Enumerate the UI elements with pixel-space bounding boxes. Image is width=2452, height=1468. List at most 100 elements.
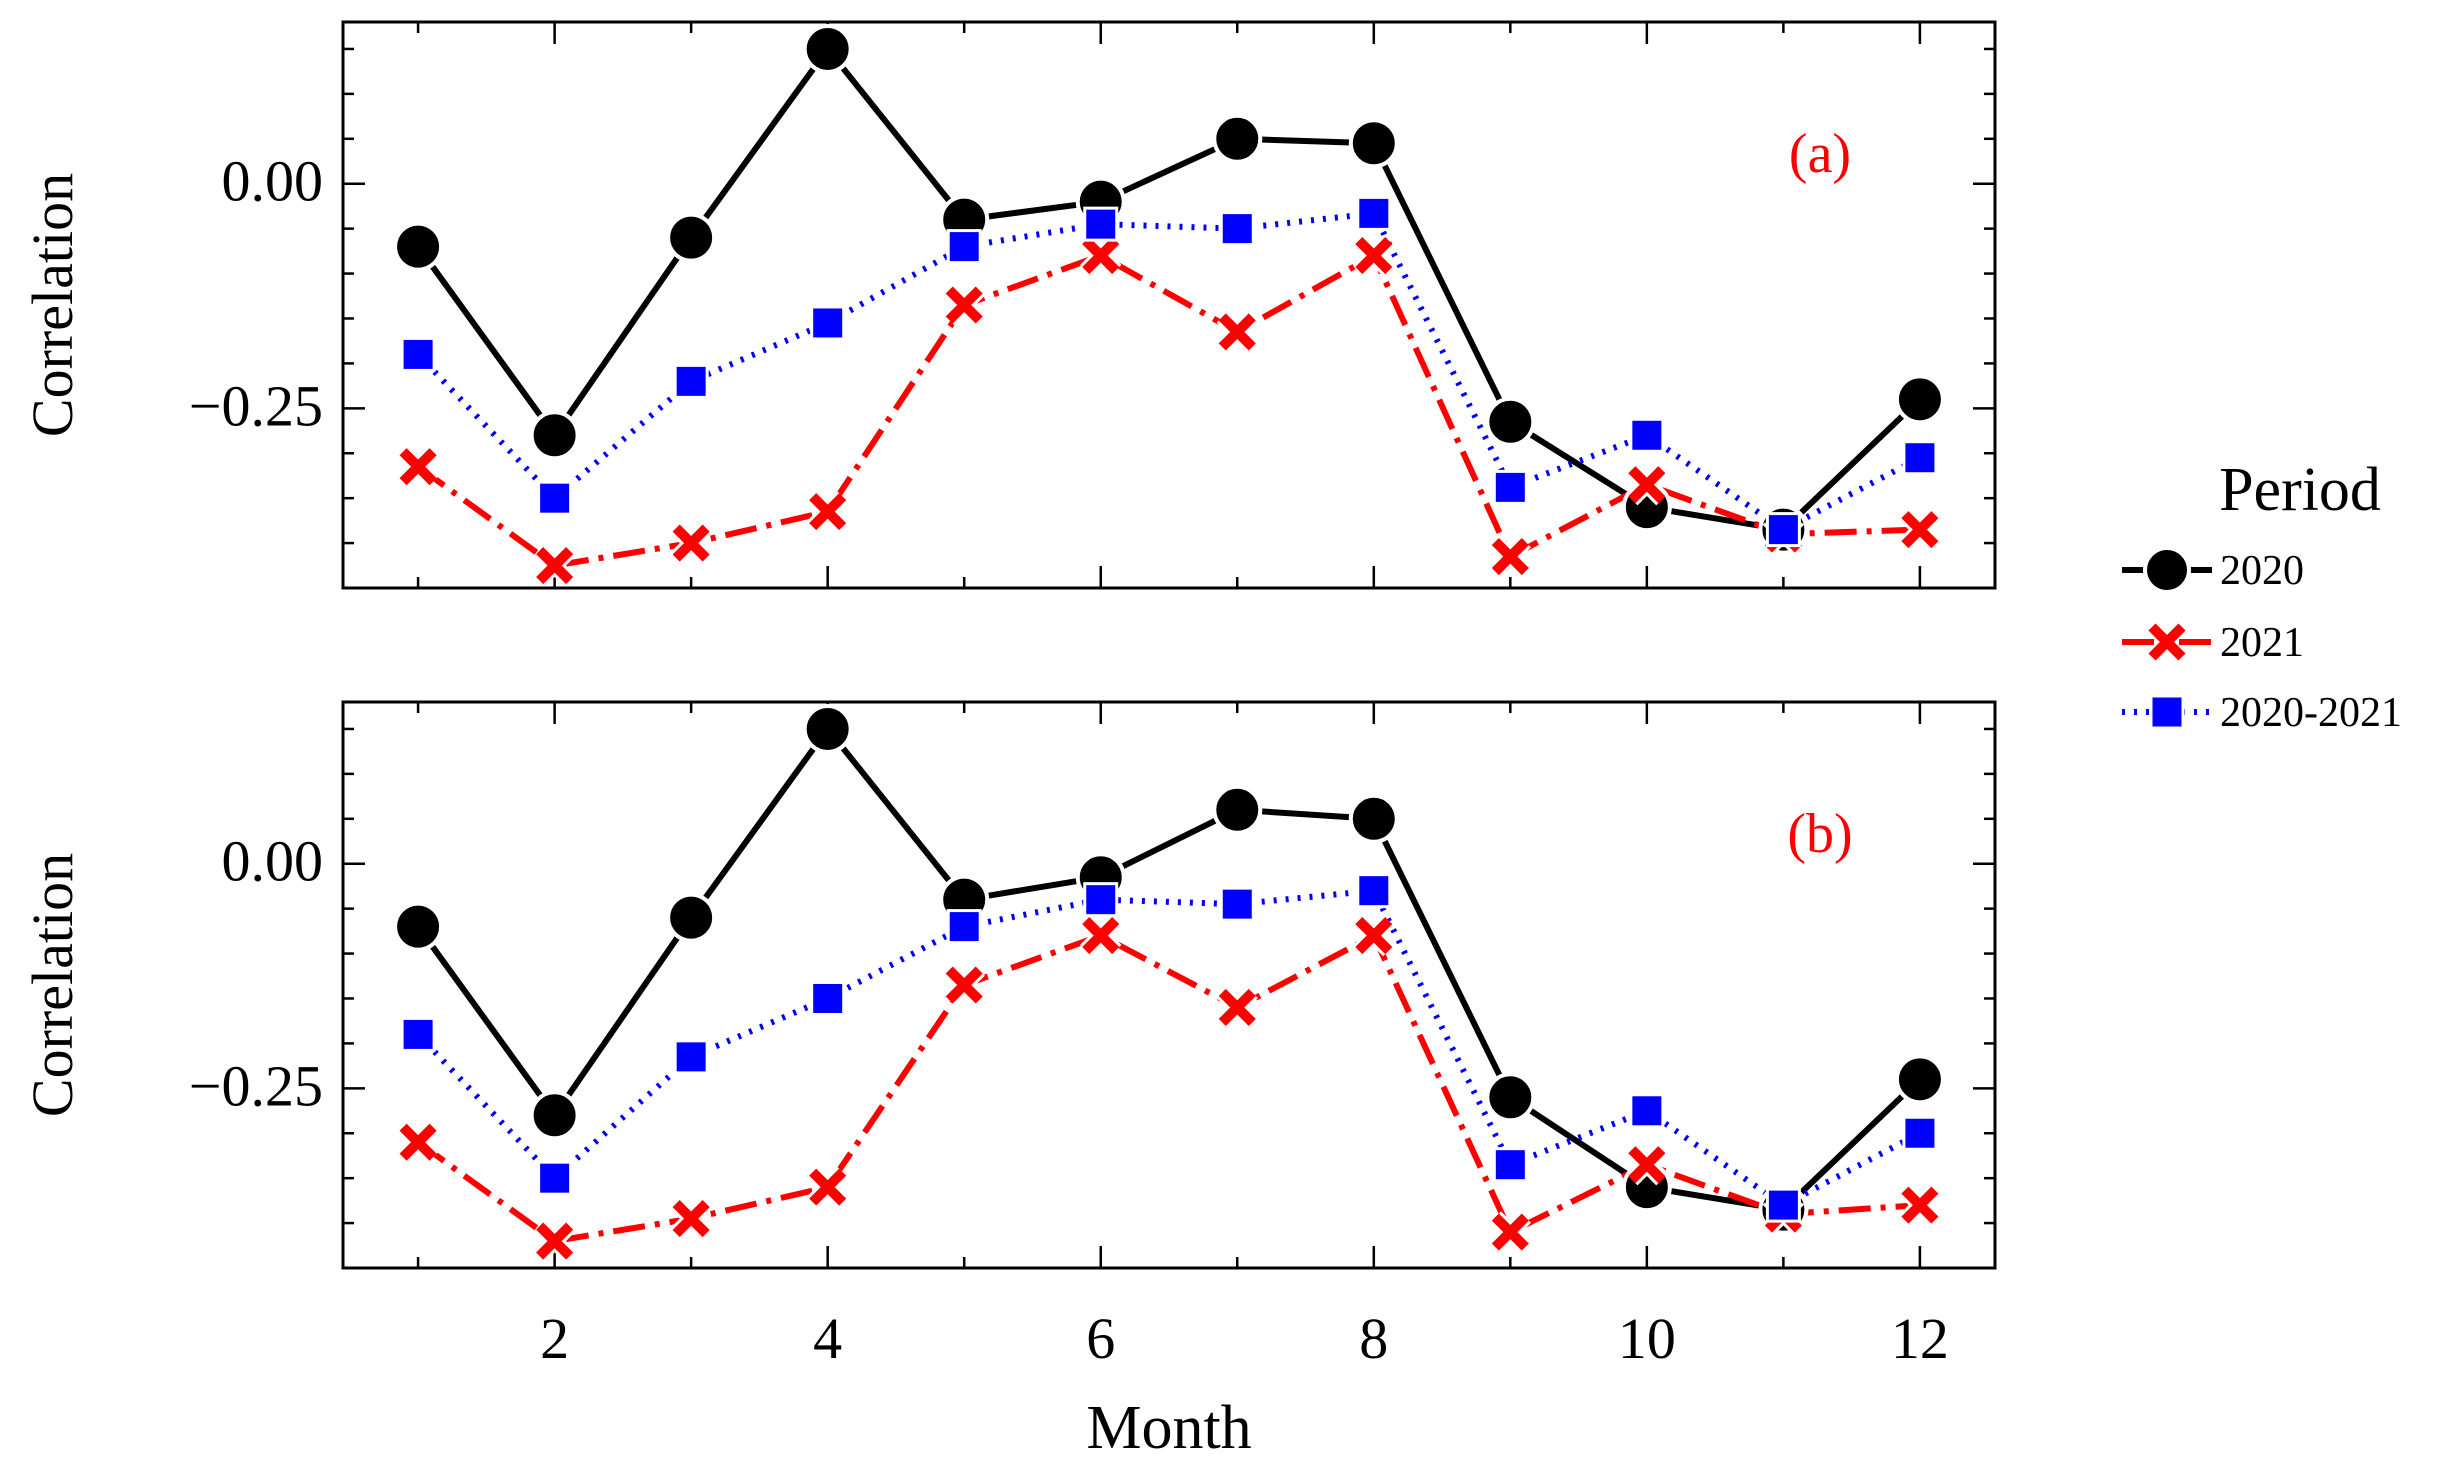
data-point-2020 bbox=[1485, 1072, 1536, 1123]
data-point-2021 bbox=[533, 1220, 576, 1262]
legend-marker bbox=[2148, 623, 2186, 661]
data-point-2020 bbox=[1348, 118, 1399, 169]
data-point-2021 bbox=[1080, 914, 1122, 957]
x-marker bbox=[1218, 313, 1256, 351]
data-point-2020-2021 bbox=[1219, 211, 1255, 247]
series-line-2021 bbox=[416, 932, 1921, 1245]
data-point-2020-2021 bbox=[1356, 195, 1392, 231]
x-marker bbox=[1355, 917, 1393, 955]
x-tick-label: 4 bbox=[813, 1306, 842, 1371]
data-point-2020 bbox=[529, 410, 580, 461]
data-point-2020 bbox=[666, 212, 717, 263]
data-point-2020 bbox=[1212, 113, 1263, 164]
x-marker bbox=[1901, 511, 1939, 549]
plot-frame bbox=[341, 700, 1997, 1270]
data-point-2020 bbox=[1348, 793, 1399, 844]
data-point-2020-2021 bbox=[537, 480, 573, 516]
legend-title: Period bbox=[2219, 456, 2381, 524]
data-point-2020-2021 bbox=[1629, 1093, 1665, 1129]
plot-frame bbox=[341, 20, 1997, 590]
data-point-2021 bbox=[1489, 1211, 1531, 1253]
data-point-2021 bbox=[533, 544, 576, 587]
data-point-2020-2021 bbox=[1629, 417, 1665, 453]
data-point-2020-2021 bbox=[1902, 1115, 1938, 1151]
data-point-2020-2021 bbox=[673, 363, 709, 399]
data-point-2021 bbox=[1626, 1144, 1668, 1186]
data-point-2021 bbox=[807, 490, 849, 533]
data-point-2021 bbox=[1216, 986, 1258, 1029]
legend-marker bbox=[2149, 694, 2185, 730]
series-line-2020-2021 bbox=[415, 887, 1922, 1209]
data-point-2020-2021 bbox=[400, 1016, 436, 1052]
panel-label: (b) bbox=[1787, 803, 1852, 865]
x-marker bbox=[1218, 988, 1256, 1026]
data-point-2020 bbox=[666, 892, 717, 943]
panel-a: 0.00 −0.25 Correlation (a) bbox=[20, 20, 1997, 590]
data-point-2021 bbox=[943, 284, 985, 326]
data-point-2021 bbox=[1353, 234, 1395, 277]
x-marker bbox=[1628, 1146, 1666, 1184]
data-point-2021 bbox=[1216, 311, 1258, 353]
data-point-2021 bbox=[670, 1197, 712, 1240]
x-tick-label: 10 bbox=[1618, 1306, 1676, 1371]
x-marker bbox=[1355, 237, 1393, 275]
x-marker bbox=[399, 1123, 437, 1161]
x-marker bbox=[1491, 538, 1529, 576]
x-marker bbox=[809, 1168, 847, 1206]
data-point-2021 bbox=[1626, 464, 1668, 506]
data-point-2020-2021 bbox=[810, 305, 846, 341]
x-marker bbox=[672, 524, 710, 562]
panel-label: (a) bbox=[1789, 123, 1851, 185]
y-tick-label: 0.00 bbox=[222, 149, 324, 214]
legend: Period 2020 2021 2020-2021 bbox=[2122, 456, 2402, 736]
x-marker bbox=[1628, 466, 1666, 504]
x-tick-label: 8 bbox=[1359, 1306, 1388, 1371]
y-tick-label: 0.00 bbox=[222, 829, 324, 894]
data-point-2020 bbox=[802, 703, 853, 754]
data-point-2020-2021 bbox=[1356, 873, 1392, 909]
legend-item-2021: 2021 bbox=[2122, 620, 2304, 666]
x-marker bbox=[1901, 1186, 1939, 1224]
data-point-2020-2021 bbox=[810, 980, 846, 1016]
data-point-2020-2021 bbox=[1492, 469, 1528, 505]
x-marker bbox=[399, 448, 437, 486]
data-point-2020-2021 bbox=[946, 229, 982, 265]
y-axis-label: Correlation bbox=[20, 853, 85, 1117]
data-point-2020-2021 bbox=[400, 336, 436, 372]
data-point-2020-2021 bbox=[1902, 440, 1938, 476]
data-point-2020 bbox=[802, 23, 853, 74]
x-marker bbox=[945, 286, 983, 324]
data-point-2020-2021 bbox=[1083, 206, 1119, 242]
x-marker bbox=[536, 547, 574, 585]
x-marker bbox=[809, 493, 847, 531]
data-point-2020-2021 bbox=[946, 909, 982, 945]
y-tick-label: −0.25 bbox=[189, 1053, 323, 1118]
data-point-2021 bbox=[1080, 234, 1122, 277]
x-marker bbox=[1082, 917, 1120, 955]
x-tick-label: 12 bbox=[1891, 1306, 1949, 1371]
data-point-2020 bbox=[1894, 374, 1945, 425]
data-point-2020-2021 bbox=[1219, 886, 1255, 922]
data-point-2021 bbox=[807, 1166, 849, 1208]
data-point-2021 bbox=[943, 964, 985, 1006]
x-tick-label: 6 bbox=[1086, 1306, 1115, 1371]
legend-marker bbox=[2143, 546, 2191, 594]
legend-label: 2021 bbox=[2220, 620, 2304, 666]
data-point-2020 bbox=[1894, 1054, 1945, 1105]
x-tick-label: 2 bbox=[540, 1306, 569, 1371]
x-marker bbox=[536, 1222, 574, 1260]
data-point-2020-2021 bbox=[537, 1160, 573, 1196]
series-line-2021 bbox=[416, 252, 1921, 569]
legend-label: 2020 bbox=[2220, 548, 2304, 594]
x-marker bbox=[1082, 237, 1120, 275]
data-point-2020 bbox=[393, 221, 444, 272]
x-marker bbox=[1491, 1213, 1529, 1251]
data-point-2020-2021 bbox=[1765, 512, 1801, 548]
panel-b: 0.00 −0.25 Correlation (b) 2 4 6 8 10 12 Month bbox=[20, 700, 1997, 1462]
data-point-2021 bbox=[1899, 1184, 1941, 1226]
data-point-2020 bbox=[1212, 784, 1263, 835]
data-point-2020-2021 bbox=[1765, 1187, 1801, 1223]
x-marker bbox=[945, 966, 983, 1004]
data-point-2021 bbox=[397, 446, 439, 488]
